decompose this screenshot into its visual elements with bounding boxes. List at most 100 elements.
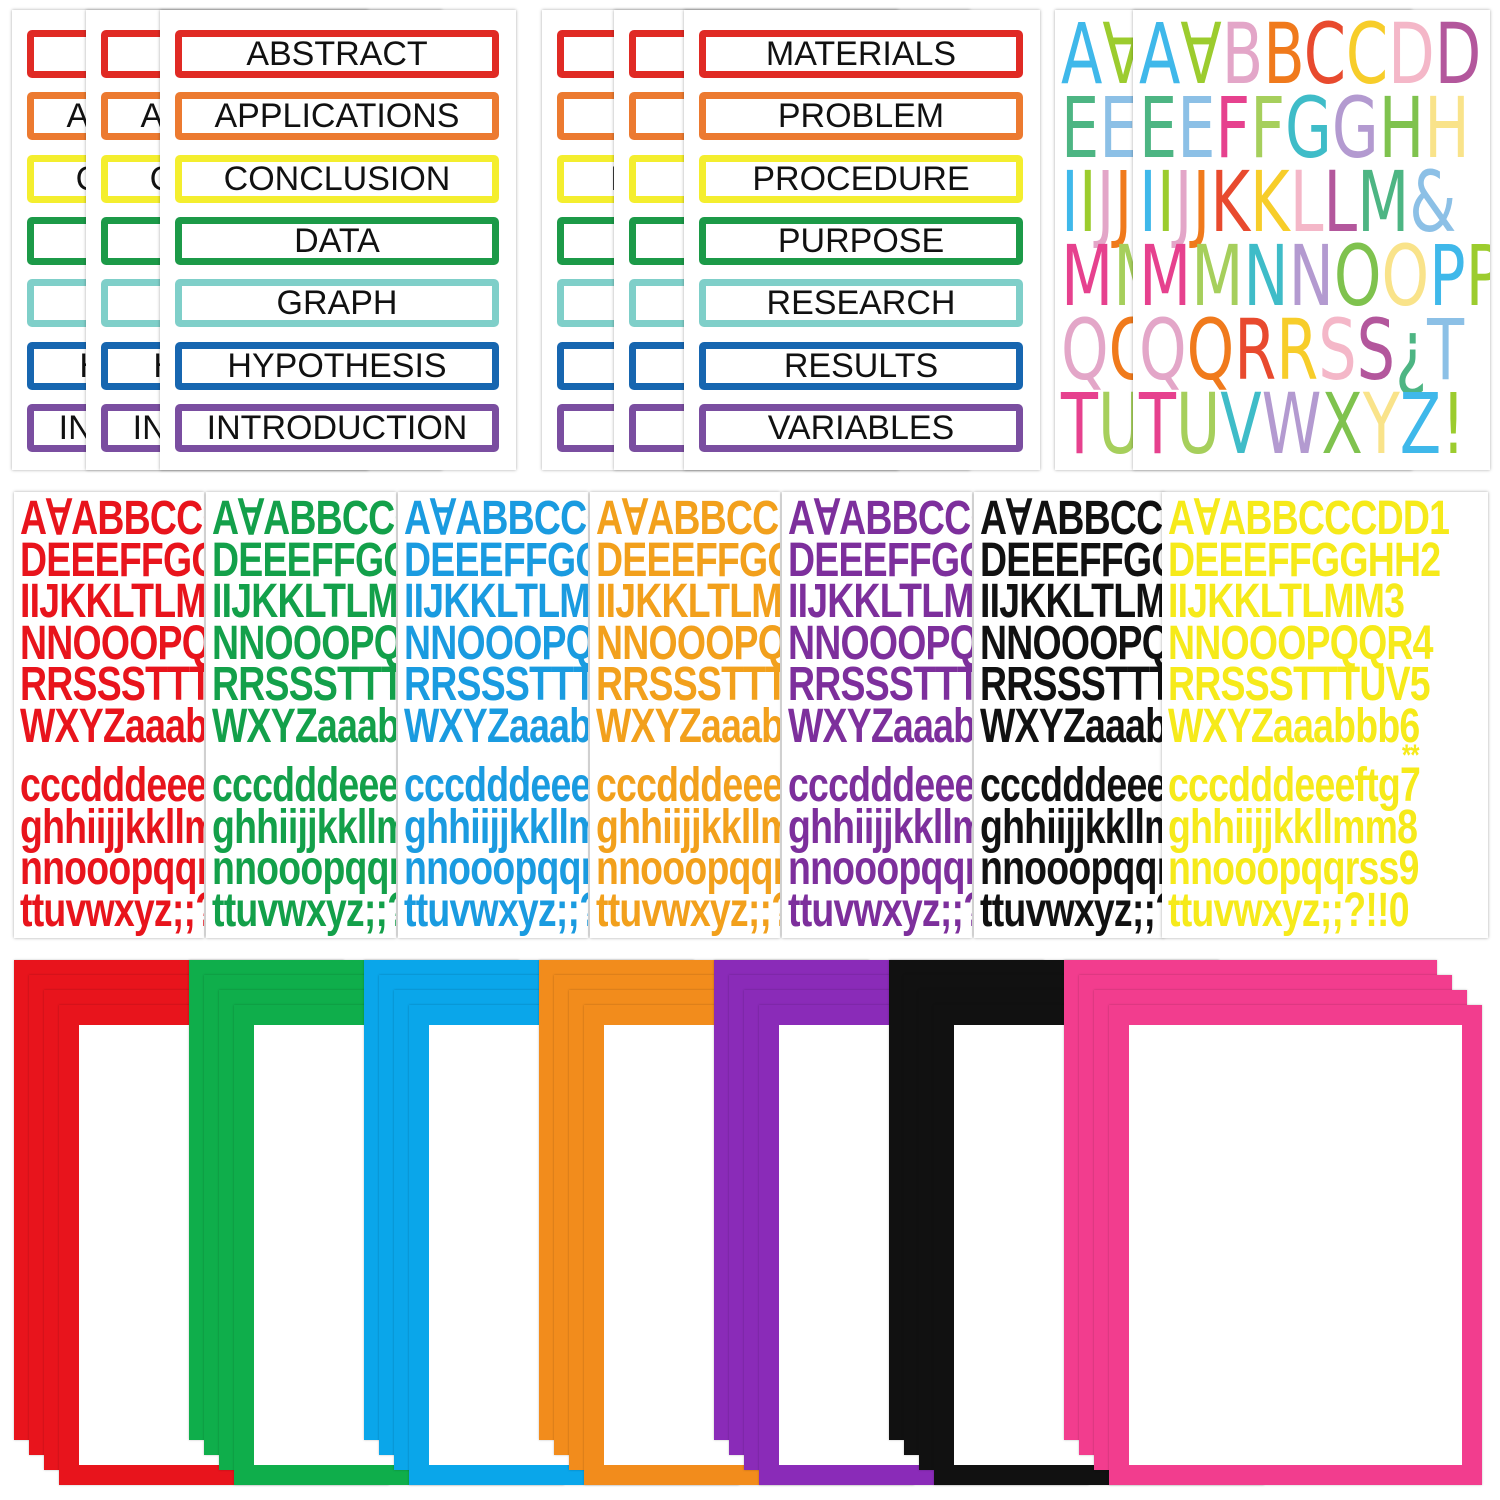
letter-row: ghhiijjkkllmm8 [212,800,396,854]
section-label: INTRODUCTION [175,403,499,452]
letter-row: WXYZaaabbb6 [20,699,204,753]
letter-sticker: W [1261,375,1322,470]
letter-row: ttuvwxyz;;?!!0 [212,883,396,937]
letter-row: IIJKKLTLMM3 [980,575,1164,628]
letter-sticker: E [1061,79,1100,177]
letter-row: NNOOOPQQR4 [596,616,780,670]
letter-row: cccdddeeeftg7 [980,759,1164,812]
letter-row: RRSSSTTTUV5 [404,658,588,711]
letter-sticker: Z [1399,375,1442,470]
colorful-alphabet-sheet: A∀BBCCDDEEFFGGHHIIJJKKLLM&MMNNOOPPQQRRSS… [1133,10,1490,470]
letter-sticker: Q [1186,301,1235,399]
letter-row: IIJKKLTLMM3 [596,575,780,628]
letter-sticker: ¿ [1395,301,1428,399]
letter-row: A∀ABBCCCDD1 [980,492,1164,545]
letter-row: WXYZaaabbb6 [788,699,972,753]
letter-row: nnooopqqrss9 [980,842,1164,895]
letter-row: cccdddeeeftg7 [212,759,396,812]
letter-row: RRSSSTTTUV5 [212,658,396,711]
label-sheet: ABSTRACT APPLICATIONS CONCLUSION DATA GRAPH H… [160,10,516,470]
letter-sticker: M [1061,227,1114,325]
letter-sticker: O [1381,227,1430,325]
letter-row: NNOOOPQQR4 [980,616,1164,670]
letter-row: ttuvwxyz;;?!!0 [980,883,1164,937]
letter-row: A∀ABBCCCDD1 [1168,492,1450,545]
letter-sticker: M [1191,227,1244,325]
letter-row: cccdddeeeftg7 [1168,759,1421,812]
letter-row: nnooopqqrss9 [404,842,588,895]
letter-sticker: S [1318,301,1357,399]
letter-sticker: I [1139,153,1157,251]
letter-row: ttuvwxyz;;?!!0 [1168,883,1410,937]
letter-row: ghhiijjkkllmm8 [788,800,972,854]
letter-sticker: G [1331,79,1379,177]
letter-sticker: B [1263,10,1304,103]
alphabet-row: IIJJKKLLM& [1139,160,1456,244]
letter-row: nnooopqqrss9 [212,842,396,895]
letter-sticker: Y [1362,375,1400,470]
letter-sticker: & [1409,153,1457,251]
letter-sticker: X [1321,375,1363,470]
letter-row: A∀ABBCCCDD1 [212,492,396,545]
alphabet-row: TUVWXYZ! [1139,382,1465,466]
letter-sticker: D [1434,10,1482,103]
letter-sticker: I [1061,153,1079,251]
letter-sticker: H [1378,79,1425,177]
letter-row: WXYZaaabbb6 [404,699,588,753]
letter-row: ** [1402,739,1419,772]
letter-row: ttuvwxyz;;?!!0 [20,883,204,937]
letter-sticker: F [1215,79,1251,177]
letter-row: NNOOOPQQR4 [788,616,972,670]
letter-sticker: R [1276,301,1319,399]
letter-row: IIJKKLTLMM3 [404,575,588,628]
letter-row: WXYZaaabbb6 [596,699,780,753]
alphabet-row: QQRRSS¿T [1139,308,1464,392]
letter-sheet: A∀ABBCCCDD1DEEEFFGGHH2IIJKKLTLMM3NNOOOPQ… [974,492,1164,938]
letter-row: nnooopqqrss9 [20,842,204,895]
letter-sticker: A [1061,10,1103,103]
letter-row: A∀ABBCCCDD1 [596,492,780,545]
letter-row: DEEEFFGGHH2 [20,533,204,587]
letter-sticker: P [1466,227,1490,325]
section-label: APPLICATIONS [175,92,499,141]
letter-row: nnooopqqrss9 [788,842,972,895]
letter-sticker: Q [1139,301,1187,399]
letter-row: WXYZaaabbb6 [212,699,396,753]
letter-row: ghhiijjkkllmm8 [20,800,204,854]
letter-sticker: E [1177,79,1216,177]
alphabet-row: MMNNOOPP [1139,234,1490,318]
letter-row: cccdddeeeftg7 [788,759,972,812]
letter-sticker: C [1345,10,1389,103]
section-label: DATA [175,216,499,265]
letter-sticker: U [1175,375,1221,470]
letter-sticker: J [1174,153,1193,251]
letter-sticker: L [1323,153,1358,251]
letter-sticker: N [1288,227,1334,325]
letter-sticker: B [1221,10,1264,103]
letter-sticker: ! [1441,375,1466,470]
letter-sticker: O [1333,227,1382,325]
letter-sticker: T [1061,375,1098,470]
letter-row: cccdddeeeftg7 [404,759,588,812]
letter-sticker: T [1139,375,1176,470]
letter-row: NNOOOPQQR4 [20,616,204,670]
letter-sticker: S [1356,301,1396,399]
letter-row: DEEEFFGGHH2 [596,533,780,587]
letter-row: ghhiijjkkllmm8 [1168,800,1418,854]
letter-row: RRSSSTTTUV5 [20,658,204,711]
letter-sticker: K [1210,153,1251,251]
letter-row: IIJKKLTLMM3 [1168,575,1405,628]
letter-sticker: J [1096,153,1115,251]
letter-row: A∀ABBCCCDD1 [404,492,588,545]
alphabet-row: EEFFGGHH [1139,86,1470,170]
letter-sticker: M [1139,227,1192,325]
letter-row: NNOOOPQQR4 [404,616,588,670]
letter-row: IIJKKLTLMM3 [212,575,396,628]
letter-sticker: A [1139,10,1181,103]
letter-row: WXYZaaabbb6 [980,699,1164,753]
letter-sticker: E [1139,79,1178,177]
letter-sticker: N [1243,227,1289,325]
letter-row: ghhiijjkkllmm8 [404,800,588,854]
section-label: PROCEDURE [699,154,1023,203]
